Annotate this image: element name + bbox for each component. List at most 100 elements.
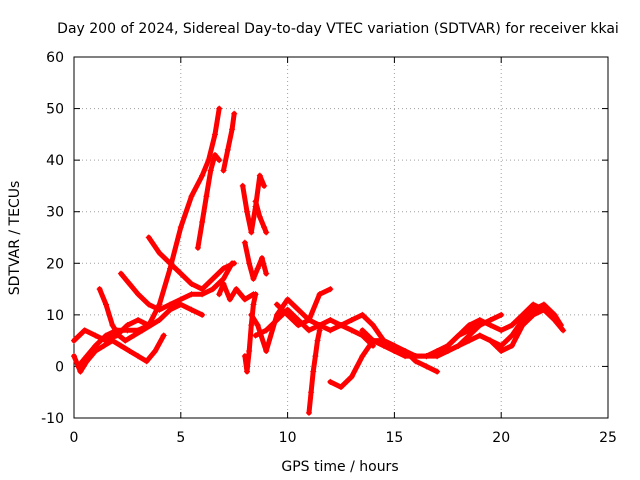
data-point [530, 301, 537, 308]
data-point [248, 322, 255, 329]
data-point [209, 286, 216, 293]
y-tick-label: -10 [41, 411, 64, 427]
data-point [348, 317, 355, 324]
series-trace [274, 302, 397, 349]
data-point [380, 342, 387, 349]
data-point [139, 327, 146, 334]
data-point [444, 342, 451, 349]
data-point [487, 322, 494, 329]
series-trace [71, 333, 167, 375]
data-point [143, 358, 150, 365]
data-point [135, 317, 142, 324]
series-s7 [194, 151, 223, 251]
plot-frame [73, 56, 609, 419]
series-trace [118, 260, 235, 313]
data-point [263, 270, 270, 277]
data-point [224, 146, 231, 153]
data-point [402, 353, 409, 360]
y-tick-label: 0 [55, 359, 64, 375]
data-point [115, 332, 122, 339]
data-point [233, 286, 240, 293]
data-point [199, 286, 206, 293]
data-point [188, 306, 195, 313]
data-point [216, 105, 223, 112]
data-point [244, 208, 251, 215]
data-point [284, 296, 291, 303]
data-point [498, 347, 505, 354]
data-point [250, 301, 257, 308]
data-point [241, 353, 248, 360]
data-point [156, 317, 163, 324]
data-point [145, 301, 152, 308]
data-point [444, 347, 451, 354]
data-point [391, 342, 398, 349]
data-point [96, 286, 103, 293]
data-point [380, 337, 387, 344]
series-s9 [216, 280, 257, 303]
data-point [135, 291, 142, 298]
data-point [312, 353, 319, 360]
data-point [109, 337, 116, 344]
data-point [560, 327, 567, 334]
data-point [295, 322, 302, 329]
data-point [117, 270, 124, 277]
data-point [498, 327, 505, 334]
data-point [261, 182, 268, 189]
data-point [126, 280, 133, 287]
series-s2 [71, 332, 167, 375]
data-point [308, 389, 315, 396]
data-point [199, 172, 206, 179]
y-tick-label: 10 [46, 308, 64, 324]
data-point [254, 322, 261, 329]
data-point [160, 332, 167, 339]
series-trace [216, 281, 256, 302]
data-point [81, 327, 88, 334]
data-point [244, 368, 251, 375]
data-point [130, 332, 137, 339]
data-point [231, 260, 238, 267]
data-point [508, 332, 515, 339]
data-point [220, 280, 227, 287]
data-point [220, 167, 227, 174]
series-s13 [241, 291, 259, 375]
data-point [83, 353, 90, 360]
data-point [77, 368, 84, 375]
series-trace [242, 240, 269, 282]
data-point [263, 347, 270, 354]
data-point [370, 337, 377, 344]
data-point [295, 306, 302, 313]
data-point [423, 353, 430, 360]
data-point [103, 332, 110, 339]
data-point [203, 193, 210, 200]
data-point [391, 347, 398, 354]
data-point [188, 280, 195, 287]
data-point [305, 409, 312, 416]
data-point [310, 368, 317, 375]
data-point [124, 322, 131, 329]
data-point [348, 373, 355, 380]
data-point [540, 306, 547, 313]
x-tick-label: 5 [176, 430, 185, 446]
data-point [338, 384, 344, 391]
data-point [551, 317, 558, 324]
data-point [220, 265, 227, 272]
data-point [305, 327, 312, 334]
data-point [359, 353, 366, 360]
data-point [359, 311, 366, 318]
series-s4 [96, 286, 206, 344]
data-point [370, 322, 377, 329]
series-s23 [444, 301, 547, 349]
series-trace [240, 173, 267, 235]
data-point [246, 347, 253, 354]
series-s21 [434, 301, 565, 360]
series-s17 [305, 327, 323, 416]
data-point [147, 322, 154, 329]
data-point [75, 363, 82, 370]
data-point [305, 317, 312, 324]
data-point [92, 342, 99, 349]
data-point [177, 270, 184, 277]
series-s22 [476, 306, 567, 354]
grid [74, 57, 608, 418]
data-point [252, 291, 259, 298]
